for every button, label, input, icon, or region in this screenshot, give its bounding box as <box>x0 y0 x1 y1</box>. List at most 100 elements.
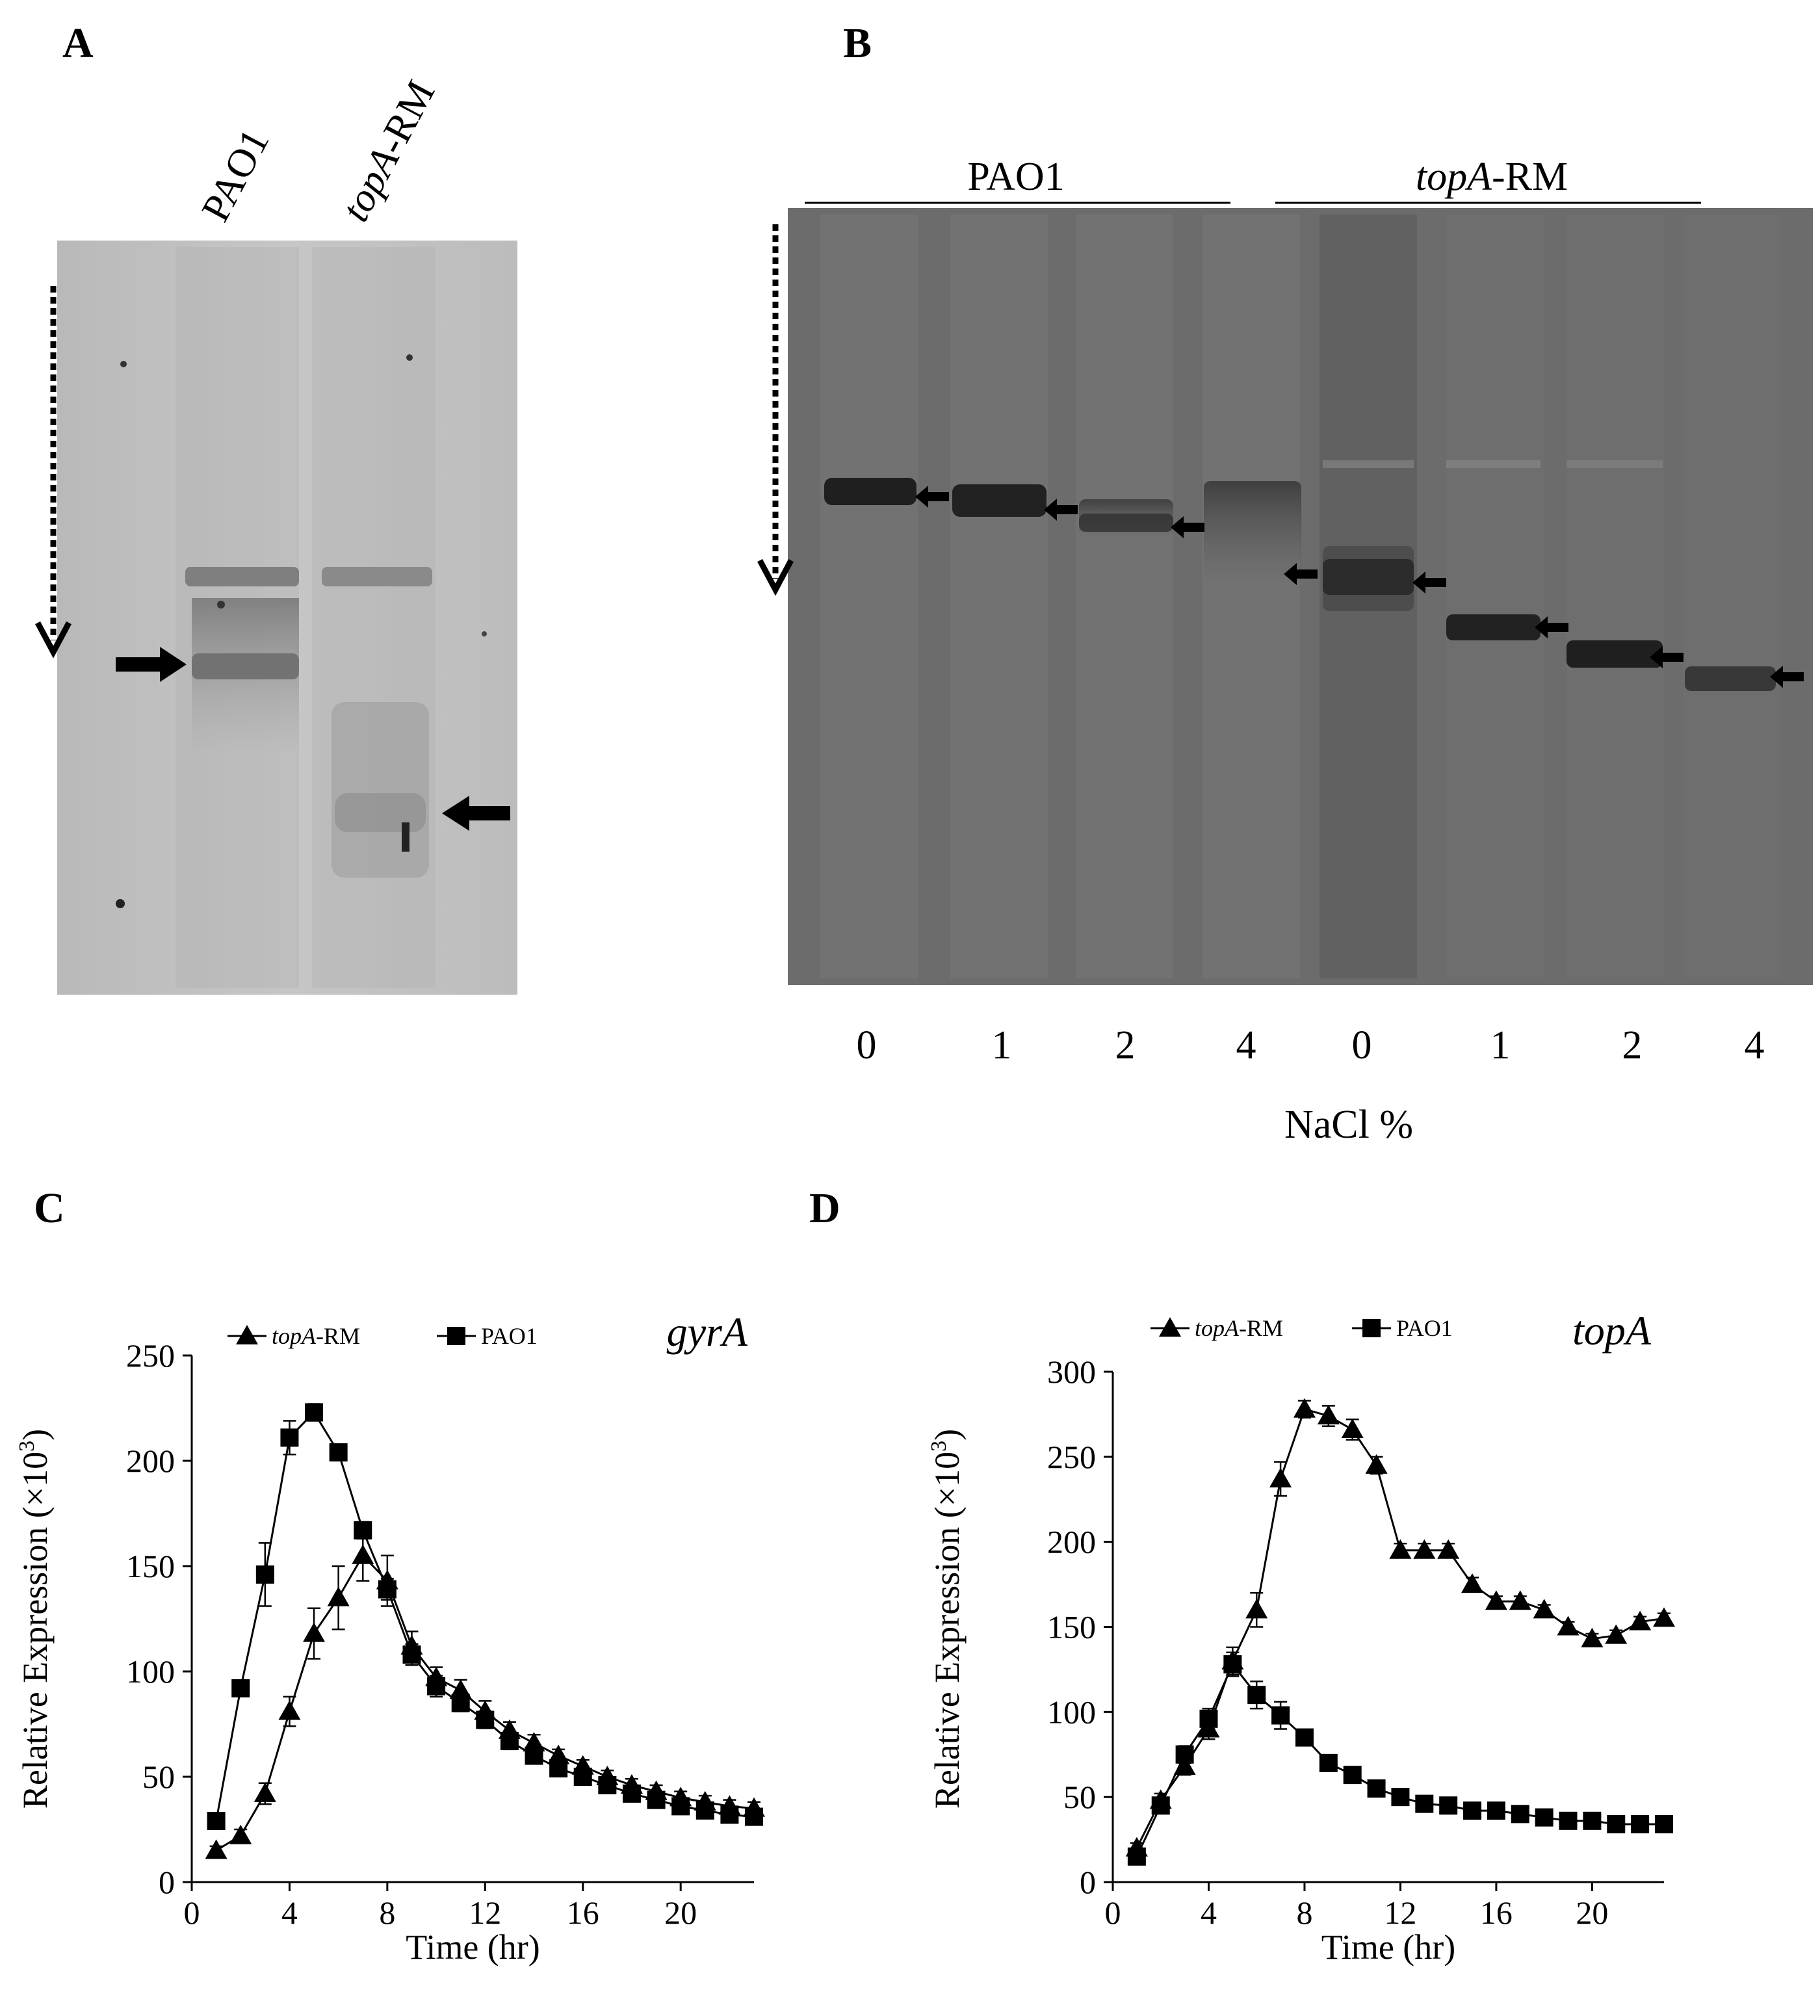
data-point <box>1223 1655 1242 1674</box>
data-point <box>1245 1599 1268 1619</box>
lane-labels-b: 0 1 2 4 0 1 2 4 <box>857 1023 1765 1067</box>
legend-marker <box>236 1325 258 1344</box>
nacl-axis-label: NaCl % <box>1284 1103 1413 1147</box>
x-tick-label: 12 <box>469 1894 501 1931</box>
series-line <box>215 1411 755 1822</box>
series-line <box>1136 1407 1665 1849</box>
data-point <box>1605 1624 1628 1644</box>
y-axis-title: Relative Expression (×103) <box>15 1429 55 1809</box>
band-arrow-a-topa-rm <box>442 796 510 831</box>
data-point <box>720 1805 739 1824</box>
data-point <box>573 1768 592 1786</box>
x-axis-title: Time (hr) <box>1321 1928 1456 1967</box>
data-point <box>476 1710 495 1729</box>
gene-label: topA <box>1572 1307 1652 1354</box>
data-point <box>1389 1539 1412 1559</box>
data-point <box>354 1521 372 1539</box>
chart-d-topa: 0 50 100 150 200 250 300 0 4 8 12 16 20 Time (hr) Rela… <box>927 1307 1675 1967</box>
migration-arrow-a <box>35 286 72 659</box>
data-point <box>1151 1796 1170 1815</box>
data-point <box>1581 1627 1604 1647</box>
legend-label-rest: PAO1 <box>1396 1315 1453 1341</box>
lane-label-topa-rm: topA-RM <box>333 73 443 229</box>
y-axis-title-text: Relative Expression ( <box>16 1506 55 1809</box>
y-tick-label: 250 <box>1047 1439 1096 1475</box>
lane-label-b-8: 4 <box>1745 1023 1765 1067</box>
lane-label-b-7: 2 <box>1622 1023 1643 1067</box>
x-tick-label: 12 <box>1384 1894 1416 1931</box>
legend-marker <box>1362 1319 1381 1337</box>
data-point <box>1631 1815 1650 1834</box>
band-arrow-b-2 <box>1044 499 1078 521</box>
data-point <box>1343 1766 1362 1785</box>
y-axis-title-times: ×10 <box>16 1452 55 1506</box>
x-tick-label: 0 <box>1105 1894 1121 1931</box>
legend-label-italic: topA <box>1195 1315 1240 1341</box>
data-point <box>1485 1590 1507 1610</box>
legend-marker <box>447 1327 465 1345</box>
data-point <box>254 1782 276 1802</box>
legend-label: PAO1 <box>1396 1315 1453 1341</box>
panel-letter-a: A <box>62 20 94 67</box>
panel-letter-c: C <box>34 1185 65 1232</box>
y-tick-label: 100 <box>126 1653 175 1690</box>
data-point <box>1127 1847 1146 1866</box>
data-point <box>1295 1728 1314 1747</box>
y-tick-label: 150 <box>1047 1609 1096 1645</box>
x-axis-title: Time (hr) <box>406 1928 540 1967</box>
y-tick-label: 100 <box>1047 1694 1096 1730</box>
data-point <box>1367 1779 1386 1798</box>
x-tick-label: 20 <box>1576 1894 1608 1931</box>
data-point <box>525 1746 543 1765</box>
data-point <box>1293 1398 1316 1418</box>
data-point <box>1365 1454 1388 1474</box>
legend-item-square: PAO1 <box>437 1323 538 1349</box>
y-tick-label: 0 <box>159 1864 175 1900</box>
data-point <box>1199 1709 1218 1728</box>
panel-b: B PAO1 topA-RM <box>757 20 1813 1147</box>
data-point <box>280 1428 299 1447</box>
y-tick-label: 150 <box>126 1548 175 1584</box>
data-point <box>1535 1808 1554 1827</box>
y-axis-title-exponent: 3 <box>927 1441 951 1452</box>
data-point <box>598 1775 617 1794</box>
data-point <box>255 1565 274 1584</box>
y-axis-title-text: Relative Expression ( <box>928 1506 967 1809</box>
x-tick-label: 16 <box>1480 1894 1513 1931</box>
y-tick-label: 200 <box>126 1443 175 1479</box>
data-point <box>231 1679 250 1697</box>
data-point <box>671 1797 690 1816</box>
x-tick-label: 20 <box>664 1894 697 1931</box>
y-tick-label: 300 <box>1047 1354 1096 1390</box>
data-point <box>500 1731 519 1750</box>
x-tick-label: 16 <box>567 1894 599 1931</box>
legend-label: topA-RM <box>272 1323 360 1349</box>
data-point <box>278 1700 301 1720</box>
data-point <box>1439 1796 1458 1815</box>
data-point <box>1487 1801 1505 1820</box>
data-point <box>1269 1467 1292 1487</box>
data-point <box>451 1694 470 1712</box>
lane-label-b-3: 2 <box>1115 1023 1136 1067</box>
data-point <box>1175 1745 1194 1764</box>
y-tick-label: 50 <box>1063 1779 1096 1815</box>
group-label-pao1: PAO1 <box>967 155 1064 199</box>
data-point <box>1437 1539 1460 1559</box>
y-tick-label: 200 <box>1047 1524 1096 1560</box>
panel-letter-b: B <box>843 20 872 67</box>
x-tick-label: 4 <box>1201 1894 1217 1931</box>
data-point <box>622 1784 641 1803</box>
gel-image-a <box>57 241 517 995</box>
y-tick-label: 250 <box>126 1337 175 1374</box>
legend-item-triangle: topA-RM <box>228 1323 360 1349</box>
data-point <box>1319 1753 1338 1772</box>
series-square <box>1127 1651 1673 1866</box>
band-arrow-b-3 <box>1171 516 1204 538</box>
data-point <box>1653 1607 1675 1627</box>
legend-label-italic: topA <box>272 1323 317 1349</box>
y-axis-title-close: ) <box>928 1429 967 1441</box>
legend-label-rest: -RM <box>1239 1315 1283 1341</box>
data-point <box>1271 1706 1290 1725</box>
